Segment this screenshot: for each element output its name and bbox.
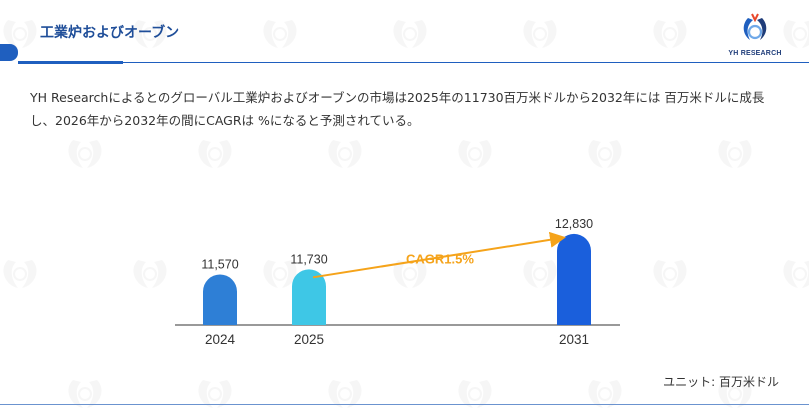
bar-2031 xyxy=(557,233,591,325)
bar-2025 xyxy=(292,269,326,325)
data-label-2024: 11,570 xyxy=(201,257,238,271)
cagr-annotation: CAGR1.5% xyxy=(406,251,474,266)
footer-divider xyxy=(0,404,809,405)
logo-icon xyxy=(743,13,767,40)
market-size-bar-chart: 11,570 2024 11,730 2025 12,830 2031 CAGR1.5% xyxy=(175,217,620,347)
watermark-icon xyxy=(198,140,232,168)
header: 工業炉およびオーブン YH RESEARCH xyxy=(0,0,809,70)
logo-text: YH RESEARCH xyxy=(728,50,782,57)
watermark-icon xyxy=(588,140,622,168)
watermark-icon xyxy=(458,140,492,168)
watermark-icon xyxy=(718,140,752,168)
bar-2024 xyxy=(203,274,237,325)
market-description: YH Researchによるとのグローバル工業炉およびオーブンの市場は2025年… xyxy=(30,90,765,128)
data-label-2031: 12,830 xyxy=(555,217,593,231)
tick-label-2024: 2024 xyxy=(205,332,236,347)
header-divider-thick xyxy=(18,61,123,64)
tick-label-2025: 2025 xyxy=(294,332,324,347)
data-label-2025: 11,730 xyxy=(290,252,327,266)
watermark-icon xyxy=(328,140,362,168)
header-divider xyxy=(123,62,809,63)
page-title: 工業炉およびオーブン xyxy=(40,25,180,41)
header-accent-bar xyxy=(0,44,18,61)
watermark-icon xyxy=(68,140,102,168)
yh-research-logo: YH RESEARCH xyxy=(720,10,790,60)
unit-label: ユニット: 百万米ドル xyxy=(663,375,779,389)
tick-label-2031: 2031 xyxy=(559,332,589,347)
cagr-arrow xyxy=(312,231,566,279)
